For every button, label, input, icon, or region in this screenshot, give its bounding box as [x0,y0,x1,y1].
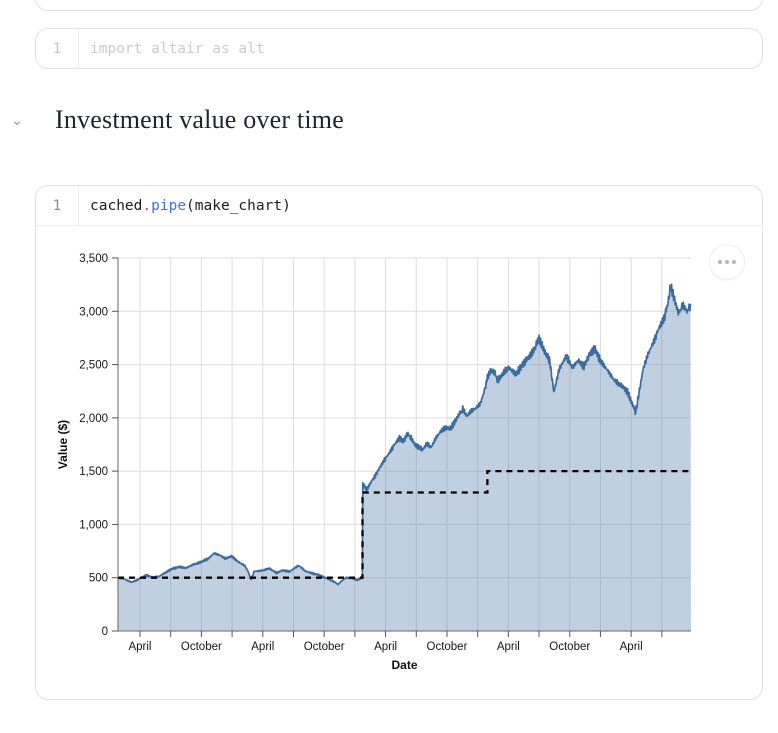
code-output-divider [36,225,762,226]
svg-text:April: April [128,641,151,653]
section-heading: Investment value over time [55,105,344,134]
svg-text:October: October [549,641,590,653]
svg-text:April: April [497,641,520,653]
svg-text:April: April [374,641,397,653]
svg-text:October: October [181,641,222,653]
svg-text:500: 500 [89,573,108,585]
chart-cell-code[interactable]: cached.pipe(make_chart) [79,198,291,214]
svg-text:0: 0 [102,626,108,638]
chart-output-area: 0 500 1,000 1,500 2,000 2,500 3,000 3,500 April O… [36,226,762,699]
ellipsis-icon [725,260,729,264]
svg-text:April: April [251,641,274,653]
svg-text:April: April [620,641,643,653]
svg-text:Date: Date [391,658,417,672]
ellipsis-icon [732,260,736,264]
code-token-method: pipe [151,197,187,214]
chevron-down-icon[interactable]: ⌄ [10,112,24,129]
import-cell-code[interactable]: import altair as alt [90,40,265,57]
heading-cell: ⌄ Investment value over time [0,105,778,145]
previous-cell-fragment [35,0,763,11]
chart-cell: 1 cached.pipe(make_chart) 0 500 1,000 1,500… [35,185,763,700]
svg-text:1,000: 1,000 [79,519,108,531]
ellipsis-icon [718,260,722,264]
svg-text:3,000: 3,000 [79,306,108,318]
svg-text:2,000: 2,000 [79,413,108,425]
import-cell-code-row[interactable]: 1 import altair as alt [36,29,762,68]
line-number-divider [78,186,79,225]
code-token-dot: . [142,197,152,214]
svg-text:2,500: 2,500 [79,360,108,372]
svg-text:1,500: 1,500 [79,466,108,478]
svg-text:October: October [427,641,468,653]
investment-chart: 0 500 1,000 1,500 2,000 2,500 3,000 3,500 April O… [56,253,692,672]
svg-text:October: October [304,641,345,653]
import-cell[interactable]: 1 import altair as alt [35,28,763,69]
import-cell-line-number: 1 [52,40,62,57]
svg-text:Value ($): Value ($) [56,420,70,469]
svg-text:3,500: 3,500 [79,253,108,265]
chart-cell-line-number: 1 [52,197,62,214]
line-number-divider [78,29,79,68]
code-token-args: (make_chart) [186,197,291,214]
code-token-object: cached [90,197,143,214]
chart-menu-button[interactable] [709,244,745,280]
chart-cell-code-row[interactable]: 1 cached.pipe(make_chart) [36,186,762,225]
